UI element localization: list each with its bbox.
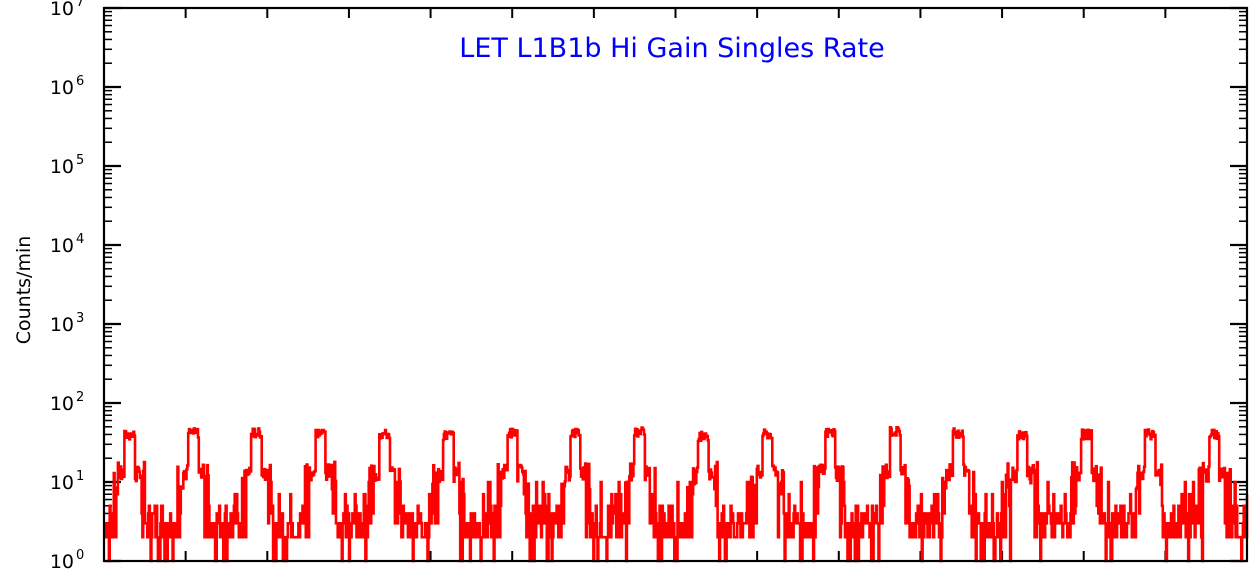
plot-border (102, 6, 1249, 563)
y-tick-label: 10 (50, 551, 74, 571)
y-tick-label: 10 (50, 0, 74, 20)
y-axis-label: Counts/min (13, 236, 35, 345)
y-tick-label: 10 (50, 156, 74, 178)
series-group (104, 426, 1249, 563)
y-tick-label: 10 (50, 77, 74, 99)
y-tick-exponent: 1 (76, 469, 84, 484)
y-tick-label: 10 (50, 235, 74, 257)
y-tick-exponent: 4 (76, 232, 84, 247)
y-tick-exponent: 2 (76, 390, 84, 405)
y-tick-exponent: 7 (76, 0, 84, 10)
chart-title: LET L1B1b Hi Gain Singles Rate (459, 33, 884, 64)
y-tick-label: 10 (50, 314, 74, 336)
y-tick-exponent: 6 (76, 74, 84, 89)
y-tick-exponent: 5 (76, 153, 84, 168)
y-tick-exponent: 3 (76, 311, 84, 326)
y-tick-exponent: 0 (76, 548, 84, 563)
plot-frame (102, 6, 1249, 563)
y-tick-label: 10 (50, 393, 74, 415)
y-tick-label: 10 (50, 472, 74, 494)
series-line (104, 426, 1249, 563)
